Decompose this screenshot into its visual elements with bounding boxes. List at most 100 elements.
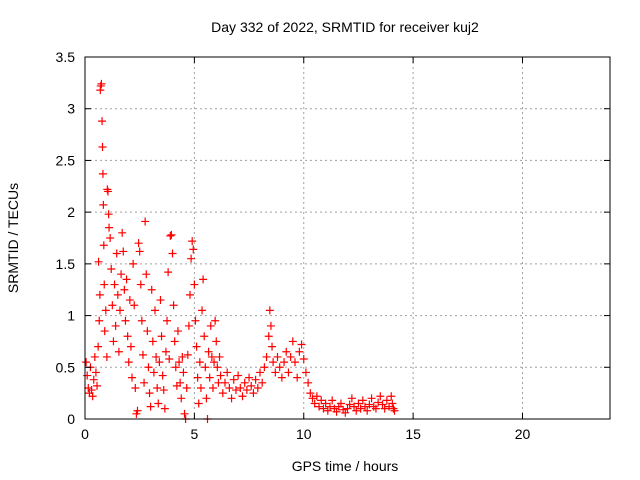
data-point (326, 402, 334, 411)
data-point (168, 249, 177, 258)
data-point (245, 373, 254, 382)
data-point (158, 371, 167, 380)
data-point (321, 399, 330, 408)
data-point (100, 280, 109, 289)
y-tick-label: 2 (67, 204, 75, 220)
data-point (282, 347, 291, 356)
data-point (265, 306, 274, 315)
data-point (82, 358, 91, 367)
data-point (165, 355, 174, 364)
data-point (97, 79, 106, 88)
data-point (218, 389, 227, 398)
data-point (238, 392, 247, 401)
data-point (176, 378, 185, 387)
data-point (159, 386, 168, 395)
data-point (251, 375, 260, 384)
data-point (208, 383, 217, 392)
data-point (141, 217, 150, 226)
data-point (100, 327, 109, 336)
data-point (202, 394, 211, 403)
data-point (135, 247, 144, 256)
data-point (167, 230, 176, 239)
data-point (354, 399, 363, 408)
data-point (128, 373, 137, 382)
data-point (161, 347, 170, 356)
data-point (204, 347, 213, 356)
data-point (332, 407, 341, 416)
data-point (198, 306, 207, 315)
data-point (173, 327, 182, 336)
data-point (137, 316, 146, 325)
y-tick-label: 3.5 (56, 49, 76, 65)
data-point (131, 383, 140, 392)
data-point (108, 301, 117, 310)
data-point (258, 378, 267, 387)
data-point (247, 381, 256, 390)
data-point (343, 404, 352, 413)
data-point (147, 285, 156, 294)
data-point (95, 316, 104, 325)
data-point (356, 404, 365, 413)
data-point (187, 254, 196, 263)
data-point (192, 342, 201, 351)
data-point (134, 239, 143, 248)
data-point (146, 402, 155, 411)
data-point (126, 342, 135, 351)
data-point (129, 259, 138, 268)
data-point (262, 352, 271, 361)
data-point (93, 381, 102, 390)
data-point (387, 392, 396, 401)
data-point (308, 394, 317, 403)
data-point (182, 383, 191, 392)
data-point (112, 249, 121, 258)
data-point (286, 352, 295, 361)
data-point (188, 237, 197, 246)
data-point (133, 406, 142, 415)
data-point (190, 280, 199, 289)
data-point (177, 394, 186, 403)
data-point (91, 368, 100, 377)
data-point (199, 275, 208, 284)
data-point (240, 378, 249, 387)
data-point (195, 358, 204, 367)
data-point (350, 402, 359, 411)
data-point (119, 247, 128, 256)
data-point (156, 296, 165, 305)
data-point (142, 270, 151, 279)
x-axis-label: GPS time / hours (292, 458, 399, 474)
data-point (284, 368, 293, 377)
data-point (271, 368, 280, 377)
data-point (315, 402, 324, 411)
data-point (223, 368, 232, 377)
data-point (88, 392, 97, 401)
x-tick-label: 15 (405, 426, 421, 442)
y-tick-label: 1 (67, 308, 75, 324)
y-tick-label: 2.5 (56, 152, 76, 168)
data-point (352, 406, 361, 415)
data-point (94, 342, 103, 351)
data-point (299, 355, 308, 364)
data-point (136, 280, 145, 289)
data-point (297, 340, 306, 349)
data-point (107, 265, 116, 274)
data-point (170, 337, 179, 346)
data-point (200, 332, 209, 341)
data-point (153, 383, 162, 392)
data-point (104, 210, 113, 219)
data-point (117, 270, 126, 279)
data-point (130, 301, 139, 310)
data-point (169, 301, 178, 310)
data-point (275, 363, 284, 372)
data-point (336, 399, 345, 408)
data-point (164, 268, 173, 277)
x-tick-label: 20 (515, 426, 531, 442)
data-point (388, 399, 397, 408)
data-point (291, 358, 299, 367)
data-point (382, 396, 391, 405)
y-tick-label: 0 (67, 411, 75, 427)
x-tick-label: 10 (296, 426, 312, 442)
data-point (390, 406, 399, 415)
data-point (140, 378, 149, 387)
data-point (99, 241, 108, 250)
